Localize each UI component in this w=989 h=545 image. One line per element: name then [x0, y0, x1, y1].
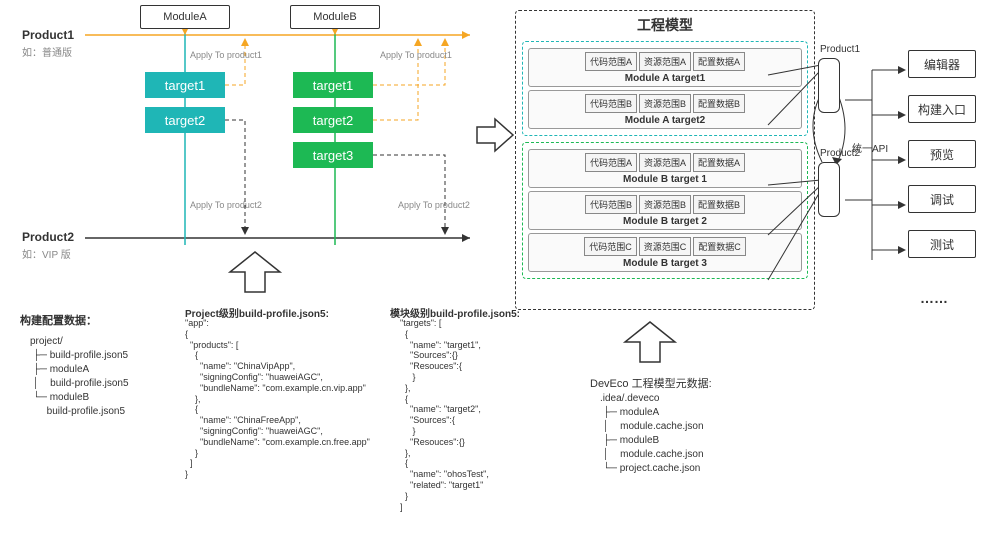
cell: 代码范围A	[585, 153, 637, 172]
moduleA-header: ModuleA	[140, 5, 230, 29]
up-arrow-icon	[225, 250, 285, 300]
api-connector-svg	[842, 30, 912, 290]
product1-sublabel: 如：普通版	[22, 44, 72, 59]
target-row-label: Module B target 2	[531, 216, 799, 227]
product1-block	[818, 58, 840, 113]
right-item: 构建入口	[908, 95, 976, 123]
cell: 配置数据C	[693, 237, 746, 256]
cell: 代码范围C	[584, 237, 637, 256]
ellipsis: ……	[920, 290, 948, 306]
config-title: 构建配置数据：	[20, 312, 97, 328]
cell: 代码范围B	[585, 195, 637, 214]
cell: 资源范围B	[639, 94, 691, 113]
cell: 资源范围B	[639, 195, 691, 214]
product2-sublabel: 如：VIP 版	[22, 246, 71, 261]
product2-block	[818, 162, 840, 217]
apply-label: Apply To product2	[398, 200, 470, 210]
target-a2: target2	[145, 107, 225, 133]
target-b2: target2	[293, 107, 373, 133]
target-row-label: Module B target 3	[531, 258, 799, 269]
cell: 配置数据A	[693, 153, 745, 172]
cell: 配置数据B	[693, 195, 745, 214]
right-item: 编辑器	[908, 50, 976, 78]
right-item: 调试	[908, 185, 976, 213]
cell: 资源范围A	[639, 52, 691, 71]
right-items-column: 编辑器构建入口预览调试测试	[908, 50, 976, 275]
cell: 代码范围A	[585, 52, 637, 71]
api-label: 统一API	[852, 140, 888, 155]
moduleB-header: ModuleB	[290, 5, 380, 29]
apply-label: Apply To product1	[190, 50, 262, 60]
target-row: 代码范围A资源范围A配置数据A Module A target1	[528, 48, 802, 87]
target-row-label: Module B target 1	[531, 174, 799, 185]
target-row: 代码范围C资源范围C配置数据C Module B target 3	[528, 233, 802, 272]
target-row: 代码范围B资源范围B配置数据B Module A target2	[528, 90, 802, 129]
target-row: 代码范围B资源范围B配置数据B Module B target 2	[528, 191, 802, 230]
cell: 配置数据B	[693, 94, 745, 113]
left-diagram-svg	[0, 0, 480, 290]
project-tree: project/ ├─ build-profile.json5 ├─ modul…	[30, 335, 129, 419]
code2: "app": { "products": [ { "name": "ChinaV…	[185, 318, 370, 480]
up-arrow-icon	[620, 320, 680, 370]
target-row-label: Module A target1	[531, 73, 799, 84]
product1-label: Product1	[22, 28, 74, 42]
cell: 资源范围A	[639, 153, 691, 172]
target-row-label: Module A target2	[531, 115, 799, 126]
product2-label: Product2	[22, 230, 74, 244]
apply-label: Apply To product1	[380, 50, 452, 60]
cell: 代码范围B	[585, 94, 637, 113]
deveco-title: DevEco 工程模型元数据:	[590, 375, 712, 391]
right-item: 测试	[908, 230, 976, 258]
target-a1: target1	[145, 72, 225, 98]
cell: 配置数据A	[693, 52, 745, 71]
cell: 资源范围C	[639, 237, 692, 256]
target-row: 代码范围A资源范围A配置数据A Module B target 1	[528, 149, 802, 188]
target-b1: target1	[293, 72, 373, 98]
deveco-tree: .idea/.deveco ├─ moduleA │ module.cache.…	[600, 392, 704, 476]
arrow-right-icon	[475, 115, 515, 155]
right-item: 预览	[908, 140, 976, 168]
apply-label: Apply To product2	[190, 200, 262, 210]
code3: "targets": [ { "name": "target1", "Sourc…	[400, 318, 489, 512]
target-b3: target3	[293, 142, 373, 168]
